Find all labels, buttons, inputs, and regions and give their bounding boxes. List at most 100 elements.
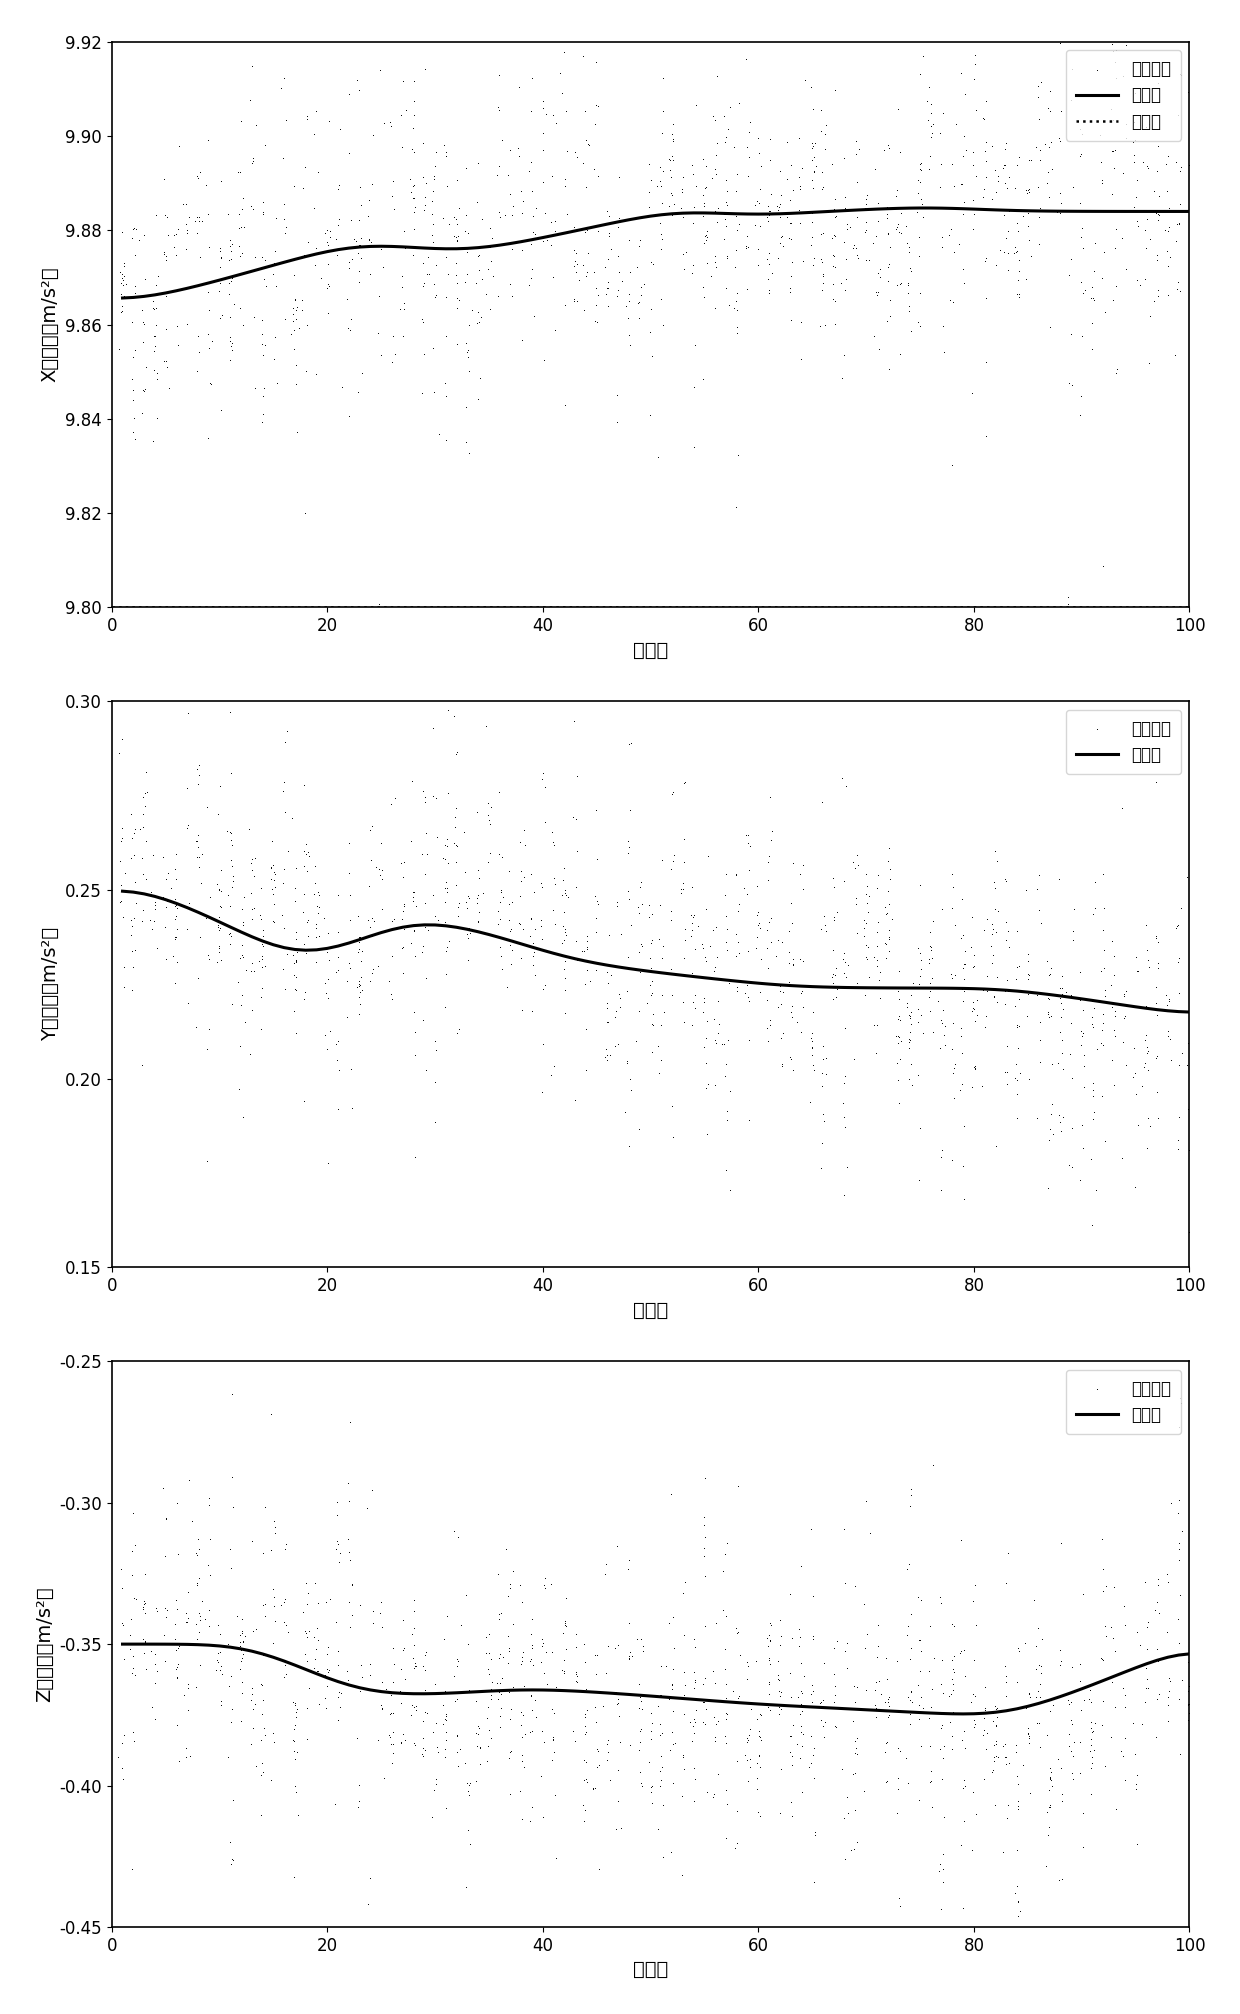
测量信号 bbox=[391, 910, 410, 943]
测量信号 bbox=[574, 1744, 594, 1776]
测量信号 bbox=[1052, 1527, 1071, 1559]
测量信号 bbox=[588, 1734, 608, 1766]
测量信号 bbox=[910, 1635, 930, 1668]
测量信号 bbox=[730, 1639, 750, 1672]
测量信号 bbox=[274, 1585, 294, 1617]
测量信号 bbox=[112, 1627, 131, 1660]
测量信号 bbox=[133, 306, 153, 338]
测量信号 bbox=[694, 981, 714, 1013]
测量信号 bbox=[1083, 1080, 1102, 1112]
测量信号 bbox=[941, 213, 961, 246]
测量信号 bbox=[413, 930, 433, 963]
测量信号 bbox=[295, 975, 315, 1007]
测量信号 bbox=[458, 236, 477, 268]
测量信号 bbox=[1073, 1579, 1092, 1611]
测量信号 bbox=[329, 1682, 348, 1714]
测量信号 bbox=[1149, 199, 1169, 232]
测量信号 bbox=[567, 238, 587, 270]
测量信号 bbox=[816, 914, 836, 947]
测量信号 bbox=[997, 1067, 1017, 1100]
测量信号 bbox=[109, 1740, 129, 1772]
测量信号 bbox=[697, 1776, 717, 1809]
测量信号 bbox=[1083, 1716, 1102, 1748]
测量信号 bbox=[1017, 999, 1037, 1031]
测量信号 bbox=[1115, 1591, 1135, 1623]
测量信号 bbox=[791, 1676, 811, 1708]
测量信号 bbox=[187, 1539, 207, 1571]
测量信号 bbox=[448, 220, 467, 252]
测量信号 bbox=[146, 199, 166, 232]
测量信号 bbox=[588, 89, 608, 121]
测量信号 bbox=[113, 1726, 133, 1758]
测量信号 bbox=[693, 932, 713, 965]
测量信号 bbox=[1019, 173, 1039, 205]
测量信号 bbox=[1073, 320, 1092, 352]
测量信号 bbox=[703, 101, 723, 133]
测量信号 bbox=[1071, 1694, 1091, 1726]
测量信号 bbox=[720, 91, 740, 123]
测量信号 bbox=[810, 1688, 830, 1720]
测量信号 bbox=[791, 1647, 811, 1680]
测量信号 bbox=[899, 290, 919, 322]
测量信号 bbox=[1126, 941, 1146, 973]
测量信号 bbox=[760, 1623, 780, 1656]
测量信号 bbox=[254, 1712, 274, 1744]
测量信号 bbox=[340, 399, 360, 431]
测量信号 bbox=[340, 1484, 360, 1517]
测量信号 bbox=[1038, 157, 1058, 189]
测量信号 bbox=[211, 1635, 231, 1668]
测量信号 bbox=[605, 1029, 625, 1061]
测量信号 bbox=[1104, 135, 1123, 167]
测量信号 bbox=[694, 187, 714, 220]
测量信号 bbox=[371, 234, 391, 266]
测量信号 bbox=[963, 1704, 983, 1736]
测量信号 bbox=[1083, 1011, 1102, 1043]
测量信号 bbox=[996, 1666, 1016, 1698]
测量信号 bbox=[584, 153, 604, 185]
测量信号 bbox=[1105, 995, 1125, 1027]
测量信号 bbox=[954, 975, 973, 1007]
测量信号 bbox=[253, 1537, 273, 1569]
测量信号 bbox=[1158, 139, 1178, 171]
测量信号 bbox=[469, 1710, 489, 1742]
测量信号 bbox=[330, 113, 350, 145]
测量信号 bbox=[1167, 912, 1187, 945]
测量信号 bbox=[707, 127, 727, 159]
测量信号 bbox=[489, 838, 508, 870]
测量信号 bbox=[976, 282, 996, 314]
测量信号 bbox=[176, 1732, 196, 1764]
测量信号 bbox=[1168, 1134, 1188, 1166]
测量信号 bbox=[143, 292, 162, 324]
测量信号 bbox=[708, 193, 728, 226]
测量信号 bbox=[833, 937, 853, 969]
测量信号 bbox=[1136, 213, 1156, 246]
测量信号 bbox=[662, 139, 682, 171]
测量信号 bbox=[919, 1702, 939, 1734]
测量信号 bbox=[162, 941, 182, 973]
测量信号 bbox=[759, 199, 779, 232]
测量信号 bbox=[134, 375, 154, 407]
测量信号 bbox=[781, 260, 801, 292]
测量信号 bbox=[890, 1736, 910, 1768]
测量信号 bbox=[113, 822, 133, 854]
测量信号 bbox=[1148, 1569, 1168, 1601]
测量信号 bbox=[265, 870, 285, 902]
测量信号 bbox=[296, 906, 316, 939]
测量信号 bbox=[837, 264, 857, 296]
测量信号 bbox=[649, 1031, 668, 1063]
测量信号 bbox=[306, 358, 326, 391]
测量信号 bbox=[295, 497, 315, 530]
测量信号 bbox=[1095, 236, 1115, 268]
处理后 bbox=[1182, 199, 1197, 224]
测量信号 bbox=[327, 1043, 347, 1075]
测量信号 bbox=[1019, 143, 1039, 175]
测量信号 bbox=[285, 1742, 305, 1774]
测量信号 bbox=[556, 1607, 575, 1639]
测量信号 bbox=[167, 1662, 187, 1694]
测量信号 bbox=[320, 1015, 340, 1047]
测量信号 bbox=[706, 139, 725, 171]
测量信号 bbox=[885, 1019, 905, 1051]
测量信号 bbox=[771, 1752, 791, 1784]
测量信号 bbox=[298, 101, 317, 133]
测量信号 bbox=[866, 1674, 885, 1706]
